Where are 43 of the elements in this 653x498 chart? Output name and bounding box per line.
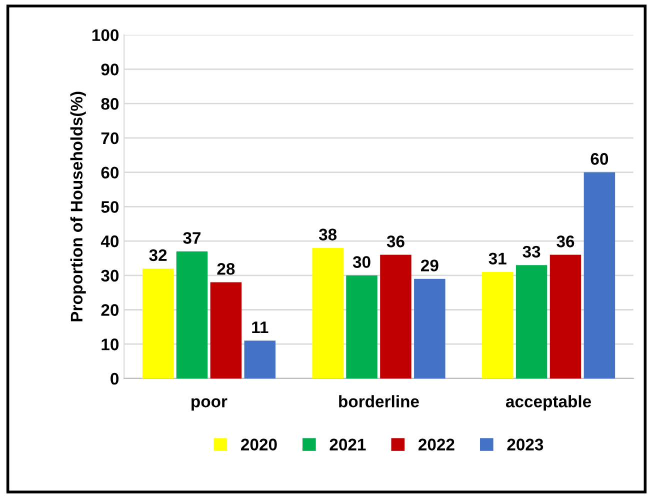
- data-label: 29: [420, 260, 438, 272]
- legend-label: 2022: [418, 438, 454, 450]
- y-tick-label: 50: [101, 201, 119, 213]
- legend-label: 2021: [330, 438, 366, 450]
- x-tick-label: acceptable: [506, 395, 592, 411]
- x-tick-label: borderline: [339, 395, 419, 408]
- y-tick-label: 80: [101, 98, 119, 110]
- bar: [550, 254, 582, 378]
- y-tick-label: 60: [101, 166, 119, 179]
- y-tick-label: 90: [101, 64, 119, 76]
- bar: [142, 268, 174, 378]
- bar: [210, 282, 242, 378]
- y-tick-label: 20: [101, 304, 119, 316]
- bar: [584, 172, 616, 378]
- data-label: 30: [352, 256, 370, 268]
- y-axis-title: Proportion of Households(%): [70, 92, 86, 322]
- bar: [244, 340, 276, 378]
- data-label: 38: [318, 228, 337, 240]
- y-tick-label: 70: [101, 132, 119, 144]
- bar: [176, 251, 208, 378]
- bar: [414, 278, 446, 378]
- data-label: 28: [217, 263, 235, 275]
- data-label: 32: [149, 249, 167, 262]
- y-tick-label: 40: [100, 235, 119, 248]
- y-tick-label: 30: [101, 270, 119, 282]
- legend-label: 2023: [507, 438, 544, 451]
- legend-label: 2020: [241, 438, 277, 450]
- bar: [516, 265, 548, 378]
- data-label: 37: [183, 232, 201, 244]
- y-tick-label: 100: [92, 29, 119, 42]
- data-label: 33: [522, 246, 540, 258]
- bar: [346, 275, 378, 378]
- data-label: 36: [386, 236, 404, 248]
- data-label: 11: [252, 322, 268, 334]
- x-tick-label: poor: [192, 398, 228, 411]
- data-label: 36: [556, 236, 574, 248]
- bar: [482, 272, 514, 378]
- data-label: 60: [590, 153, 608, 165]
- bar: [380, 254, 412, 378]
- y-tick-label: 10: [102, 338, 119, 350]
- data-label: 31: [488, 252, 506, 265]
- y-tick-label: 0: [110, 372, 119, 385]
- bar: [312, 248, 344, 378]
